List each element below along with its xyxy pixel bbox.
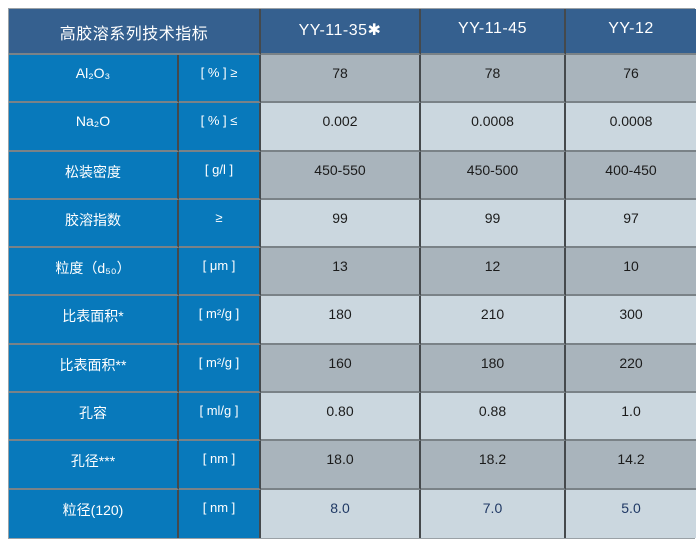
cell-value: 10 xyxy=(566,248,696,297)
spec-table: 高胶溶系列技术指标 YY-11-35✱ YY-11-45 YY-12 Al₂O₃… xyxy=(8,8,696,539)
row-unit-grain-diameter-120: [ nm ] xyxy=(179,489,261,538)
cell-value: 99 xyxy=(261,199,421,249)
cell-value: 78 xyxy=(421,55,566,104)
cell-value: 180 xyxy=(261,296,421,345)
row-unit-surface-area-1: [ m²/g ] xyxy=(179,296,261,345)
cell-value: 99 xyxy=(421,199,566,249)
cell-value: 18.0 xyxy=(261,441,421,490)
table-title: 高胶溶系列技术指标 xyxy=(9,9,261,55)
row-label-bulk-density: 松装密度 xyxy=(9,151,179,200)
cell-value: 0.0008 xyxy=(566,103,696,152)
column-header-yy-11-35: YY-11-35✱ xyxy=(261,9,421,55)
column-header-yy-11-45: YY-11-45 xyxy=(421,9,566,55)
cell-value: 0.0008 xyxy=(421,103,566,152)
row-label-surface-area-2: 比表面积** xyxy=(9,344,179,394)
row-unit-pore-volume: [ ml/g ] xyxy=(179,393,261,442)
cell-value: 0.002 xyxy=(261,103,421,152)
row-label-na2o: Na₂O xyxy=(9,103,179,152)
row-label-pore-volume: 孔容 xyxy=(9,393,179,442)
row-unit-na2o: [ % ] ≤ xyxy=(179,103,261,152)
row-unit-pore-diameter: [ nm ] xyxy=(179,441,261,490)
row-label-pore-diameter: 孔径*** xyxy=(9,441,179,490)
cell-value: 450-550 xyxy=(261,151,421,200)
row-unit-surface-area-2: [ m²/g ] xyxy=(179,344,261,394)
row-label-surface-area-1: 比表面积* xyxy=(9,296,179,345)
cell-value: 0.80 xyxy=(261,393,421,442)
cell-value: 12 xyxy=(421,248,566,297)
row-unit-particle-size-d50: [ μm ] xyxy=(179,248,261,297)
cell-value: 0.88 xyxy=(421,393,566,442)
cell-value: 97 xyxy=(566,199,696,249)
row-unit-bulk-density: [ g/l ] xyxy=(179,151,261,200)
cell-value: 13 xyxy=(261,248,421,297)
cell-value: 14.2 xyxy=(566,441,696,490)
cell-value: 220 xyxy=(566,344,696,394)
row-label-particle-size-d50: 粒度（d₅₀） xyxy=(9,248,179,297)
row-label-al2o3: Al₂O₃ xyxy=(9,55,179,104)
cell-value: 180 xyxy=(421,344,566,394)
cell-value: 18.2 xyxy=(421,441,566,490)
cell-value: 1.0 xyxy=(566,393,696,442)
cell-value: 78 xyxy=(261,55,421,104)
cell-value-highlighted: 8.0 xyxy=(261,489,421,538)
column-header-yy-12: YY-12 xyxy=(566,9,696,55)
cell-value-highlighted: 5.0 xyxy=(566,489,696,538)
row-label-peptization-index: 胶溶指数 xyxy=(9,199,179,249)
cell-value: 210 xyxy=(421,296,566,345)
row-label-grain-diameter-120: 粒径(120) xyxy=(9,489,179,538)
cell-value: 450-500 xyxy=(421,151,566,200)
cell-value: 400-450 xyxy=(566,151,696,200)
row-unit-al2o3: [ % ] ≥ xyxy=(179,55,261,104)
cell-value-highlighted: 7.0 xyxy=(421,489,566,538)
row-unit-peptization-index: ≥ xyxy=(179,199,261,249)
cell-value: 76 xyxy=(566,55,696,104)
cell-value: 160 xyxy=(261,344,421,394)
cell-value: 300 xyxy=(566,296,696,345)
